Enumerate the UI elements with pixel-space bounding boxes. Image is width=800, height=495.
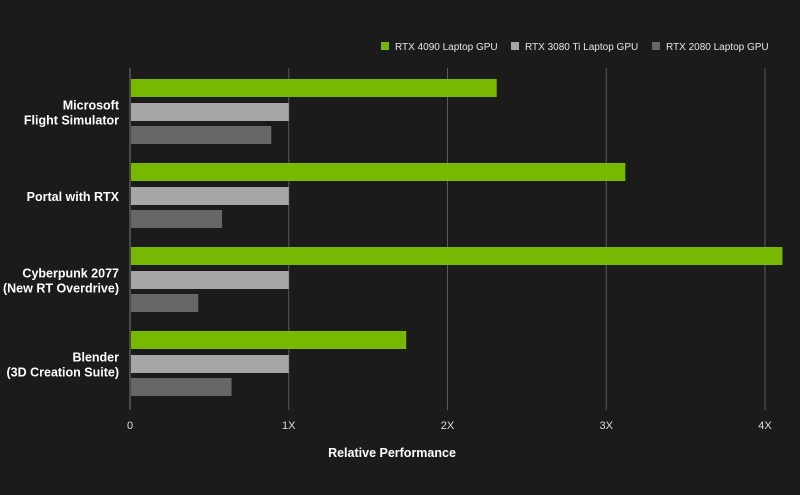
x-tick-label: 0 — [127, 420, 133, 432]
bar-rtx-3080-ti-laptop-gpu — [131, 271, 289, 289]
bar-rtx-2080-laptop-gpu — [131, 126, 272, 144]
bar-rtx-2080-laptop-gpu — [131, 294, 199, 312]
x-tick-label: 3X — [600, 420, 614, 432]
legend-swatch — [652, 42, 660, 50]
bar-rtx-2080-laptop-gpu — [131, 210, 223, 228]
category-label: (3D Creation Suite) — [6, 366, 119, 380]
legend-label: RTX 2080 Laptop GPU — [666, 42, 769, 53]
bar-rtx-2080-laptop-gpu — [131, 378, 232, 396]
bar-rtx-4090-laptop-gpu — [131, 163, 626, 181]
bar-rtx-3080-ti-laptop-gpu — [131, 355, 289, 373]
x-axis-label: Relative Performance — [328, 446, 456, 460]
bar-rtx-4090-laptop-gpu — [131, 79, 497, 97]
bar-rtx-3080-ti-laptop-gpu — [131, 103, 289, 121]
legend-label: RTX 4090 Laptop GPU — [395, 42, 498, 53]
category-label: Cyberpunk 2077 — [22, 267, 119, 281]
legend-swatch — [511, 42, 519, 50]
x-tick-label: 1X — [282, 420, 296, 432]
legend-label: RTX 3080 Ti Laptop GPU — [525, 42, 638, 53]
category-label: Portal with RTX — [27, 190, 120, 204]
bar-rtx-4090-laptop-gpu — [131, 331, 407, 349]
x-tick-label: 4X — [758, 420, 772, 432]
category-label: Blender — [72, 351, 119, 365]
x-tick-label: 2X — [441, 420, 455, 432]
legend-swatch — [381, 42, 389, 50]
bar-rtx-3080-ti-laptop-gpu — [131, 187, 289, 205]
category-label: Microsoft — [63, 99, 120, 113]
category-label: (New RT Overdrive) — [3, 282, 119, 296]
bar-rtx-4090-laptop-gpu — [131, 247, 783, 265]
category-label: Flight Simulator — [24, 114, 119, 128]
